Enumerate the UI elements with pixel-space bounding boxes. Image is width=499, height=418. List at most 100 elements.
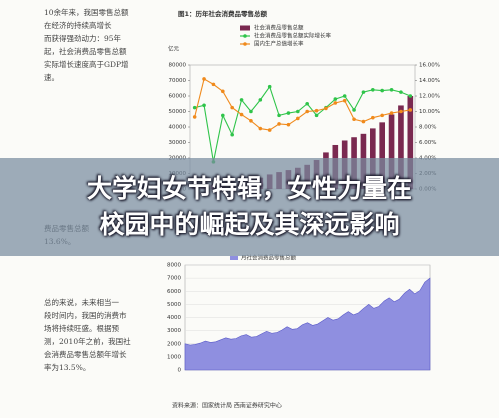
y-tick-label: 5000 [167, 302, 181, 308]
point [352, 117, 356, 122]
point [333, 97, 338, 101]
point [352, 108, 356, 112]
y-tick-label: 30000 [169, 140, 187, 146]
point [202, 103, 206, 108]
point [342, 98, 347, 103]
line [194, 78, 411, 131]
point [249, 119, 253, 123]
point [230, 132, 234, 137]
text-line: 实际增长速度高于GDP增 [44, 60, 129, 69]
legend-label: 国内生产总值增长率 [254, 40, 304, 48]
point [286, 122, 291, 127]
point [286, 111, 291, 115]
text-line: 场将持续旺盛。根据预 [44, 324, 119, 333]
y-tick-label: 60000 [169, 94, 187, 100]
y2-tick-label: 8.00% [419, 125, 436, 131]
point [296, 109, 300, 114]
point [361, 119, 366, 124]
chart-title: 图1：历年社会消费品零售总额 [178, 9, 268, 18]
text-line: 测，2010年之前，我国社 [44, 337, 131, 346]
point [230, 105, 234, 110]
point [258, 126, 263, 131]
point [371, 115, 375, 120]
point [239, 112, 244, 117]
point [211, 82, 216, 87]
point [192, 105, 197, 110]
y2-tick-label: 14.00% [419, 78, 440, 84]
point [305, 109, 309, 114]
point [267, 84, 272, 89]
paragraph: 总的来说，未来相当一 段时间内，我国的消费市 场将持续旺盛。根据预测，2010年之前… [44, 296, 154, 374]
legend-label: 月社会消费品零售总额 [241, 254, 297, 262]
y-tick-label: 50000 [169, 109, 187, 115]
text-line: 起，社会消费品零售总额 [44, 47, 127, 56]
y-tick-label: 6000 [167, 289, 181, 295]
point [296, 116, 300, 121]
y-tick-label: 3000 [167, 328, 181, 334]
text-line: 率为13.5%。 [44, 363, 91, 372]
area [184, 277, 431, 371]
y2-tick-label: 16.00% [419, 63, 440, 69]
y-tick-label: 70000 [169, 78, 187, 84]
text-line: 速。 [44, 73, 59, 82]
point [333, 101, 338, 105]
text-line: 总的来说，未来相当一 [44, 298, 119, 307]
point [380, 113, 384, 118]
legend-swatch [240, 25, 250, 31]
legend-swatch [230, 256, 238, 260]
y-tick-label: 0 [178, 368, 182, 374]
point [221, 113, 225, 118]
paragraph: 10余年来，我国零售总额 在经济的持续高增长而获得强劲动力：95年 起，社会消费品零… [44, 6, 154, 84]
y2-tick-label: 6.00% [419, 140, 436, 146]
y-tick-label: 4000 [167, 315, 181, 321]
y-tick-label: 1000 [167, 354, 181, 360]
y-tick-label: 7000 [167, 276, 181, 282]
point [408, 94, 413, 98]
legend-swatch [243, 42, 247, 46]
y-tick-label: 40000 [169, 125, 187, 131]
y-tick-label: 2000 [167, 341, 181, 347]
y-axis-label: 亿元 [168, 45, 180, 53]
y-tick-label: 8000 [167, 263, 181, 269]
banner-line: 大学妇女节特辑，女性力量在 [86, 174, 412, 203]
source: 资料来源：国家统计局 西南证券研究中心 [172, 402, 282, 410]
point [314, 108, 319, 113]
point [239, 98, 244, 102]
bar [379, 122, 385, 189]
point [389, 111, 394, 115]
point [324, 106, 328, 111]
y2-tick-label: 12.00% [419, 94, 440, 100]
point [399, 109, 403, 114]
text-line: 在经济的持续高增长 [44, 21, 112, 30]
point [361, 90, 366, 94]
legend-label: 社会消费品零售总额实际增长率 [254, 32, 332, 40]
point [192, 115, 197, 119]
point [277, 113, 281, 118]
point [371, 88, 375, 92]
point [277, 122, 281, 126]
text-line: 而获得强劲动力：95年 [44, 34, 122, 43]
point [389, 88, 394, 92]
point [399, 90, 403, 94]
point [305, 101, 309, 106]
point [249, 109, 253, 114]
bar [398, 105, 404, 189]
banner-line: 校园中的崛起及其深远影响 [99, 210, 400, 239]
banner: 大学妇女节特辑，女性力量在 校园中的崛起及其深远影响 [0, 158, 499, 256]
point [221, 89, 225, 94]
text-line: 10余年来，我国零售总额 [44, 8, 129, 17]
text-line: 会消费品零售总额年增长 [44, 350, 127, 359]
bar [407, 96, 414, 189]
point [258, 98, 263, 102]
text-line: 段时间内，我国的消费市 [44, 311, 127, 320]
legend-label: 社会消费品零售总额 [254, 24, 304, 32]
y-tick-label: 80000 [169, 63, 187, 69]
point [342, 94, 347, 98]
point [202, 77, 206, 81]
point [408, 108, 413, 112]
point [314, 113, 319, 118]
point [380, 88, 384, 93]
point [267, 128, 272, 132]
legend-swatch [243, 34, 247, 38]
